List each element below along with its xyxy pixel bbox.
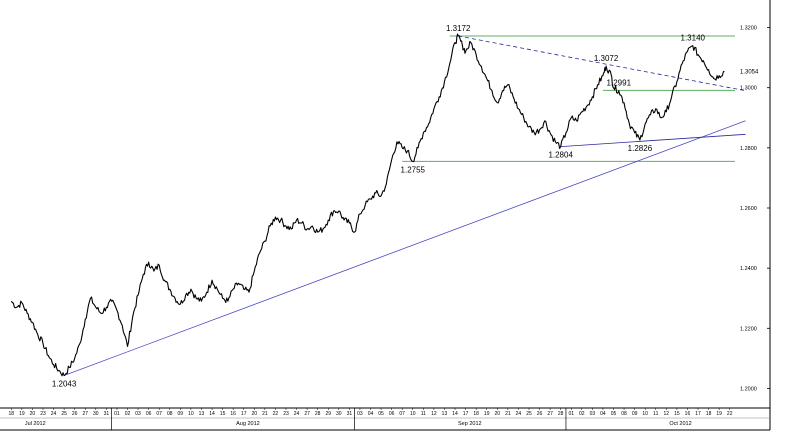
x-tick-label-32: 31 [347, 411, 353, 417]
x-tick-label-44: 18 [473, 411, 479, 417]
x-tick-label-53: 01 [568, 411, 574, 417]
x-tick-label-21: 16 [230, 411, 236, 417]
x-tick-label-12: 03 [135, 411, 141, 417]
x-tick-label-49: 25 [526, 411, 532, 417]
x-tick-label-24: 21 [262, 411, 268, 417]
y-tick-label-4: 1.2800 [740, 146, 757, 152]
x-tick-label-19: 14 [209, 411, 215, 417]
guide-lines-layer [63, 35, 746, 376]
x-tick-label-67: 19 [716, 411, 722, 417]
month-label-3: Oct 2012 [669, 421, 691, 427]
x-tick-label-5: 25 [61, 411, 67, 417]
x-tick-label-51: 27 [547, 411, 553, 417]
x-tick-label-48: 24 [516, 411, 522, 417]
x-tick-label-15: 08 [167, 411, 173, 417]
price-line-0 [10, 33, 725, 377]
y-tick-label-2: 1.2400 [740, 266, 757, 272]
x-tick-label-10: 01 [114, 411, 120, 417]
x-tick-label-16: 09 [178, 411, 184, 417]
annotation-label-4: 1.3072 [594, 54, 619, 63]
x-tick-label-8: 30 [93, 411, 99, 417]
x-tick-label-17: 10 [188, 411, 194, 417]
x-tick-label-47: 21 [505, 411, 511, 417]
x-tick-label-11: 02 [125, 411, 131, 417]
x-tick-label-35: 05 [378, 411, 384, 417]
y-tick-label-6: 1.3200 [740, 26, 757, 32]
x-tick-label-45: 19 [484, 411, 490, 417]
x-tick-label-7: 27 [82, 411, 88, 417]
x-tick-label-31: 30 [336, 411, 342, 417]
annotation-label-0: 1.2043 [52, 380, 77, 389]
x-tick-label-62: 12 [664, 411, 670, 417]
price-series-layer [10, 33, 725, 377]
x-tick-label-52: 28 [558, 411, 564, 417]
x-tick-label-36: 06 [389, 411, 395, 417]
month-label-0: Jul 2012 [25, 421, 46, 427]
x-tick-label-34: 04 [368, 411, 374, 417]
annotation-label-2: 1.3172 [446, 24, 471, 33]
x-tick-label-26: 23 [283, 411, 289, 417]
x-tick-label-55: 03 [590, 411, 596, 417]
x-tick-label-38: 10 [410, 411, 416, 417]
x-tick-label-39: 11 [421, 411, 426, 417]
x-tick-label-0: 18 [9, 411, 15, 417]
x-tick-label-14: 07 [156, 411, 162, 417]
annotation-label-3: 1.2804 [548, 151, 573, 160]
x-tick-label-61: 11 [653, 411, 658, 417]
annotation-label-7: 1.3140 [681, 34, 706, 43]
y-tick-label-1: 1.2200 [740, 326, 757, 332]
x-tick-label-27: 24 [294, 411, 300, 417]
x-tick-label-50: 26 [537, 411, 543, 417]
x-tick-label-41: 13 [442, 411, 448, 417]
x-tick-label-63: 15 [674, 411, 680, 417]
x-tick-label-9: 31 [104, 411, 110, 417]
annotation-label-5: 1.2991 [607, 78, 632, 87]
annotation-labels-layer: 1.2043 1.2755 1.3172 1.2804 1.3072 1.2991 1.28… [52, 24, 706, 389]
x-tick-label-37: 07 [399, 411, 405, 417]
x-tick-label-13: 06 [146, 411, 152, 417]
x-tick-label-60: 10 [642, 411, 648, 417]
x-tick-label-6: 26 [72, 411, 78, 417]
x-tick-label-28: 27 [304, 411, 310, 417]
x-tick-label-56: 04 [600, 411, 606, 417]
y-tick-label-3: 1.2600 [740, 206, 757, 212]
x-tick-label-46: 20 [495, 411, 501, 417]
x-tick-label-30: 29 [325, 411, 331, 417]
x-tick-label-3: 23 [40, 411, 46, 417]
annotation-label-1: 1.2755 [401, 165, 426, 174]
trendline-0 [63, 120, 746, 376]
x-tick-label-42: 14 [452, 411, 458, 417]
y-tick-label-5: 1.3000 [740, 86, 757, 92]
x-tick-label-43: 17 [463, 411, 469, 417]
x-tick-label-33: 03 [357, 411, 363, 417]
x-tick-label-18: 13 [199, 411, 205, 417]
x-tick-label-66: 18 [706, 411, 712, 417]
x-tick-label-20: 15 [220, 411, 226, 417]
month-label-1: Aug 2012 [236, 421, 260, 427]
x-tick-label-65: 17 [695, 411, 701, 417]
annotation-label-6: 1.2826 [628, 144, 653, 153]
x-tick-label-23: 20 [252, 411, 258, 417]
current-value-label: 1.3054 [740, 69, 759, 75]
x-tick-label-59: 09 [632, 411, 638, 417]
x-tick-label-1: 19 [19, 411, 25, 417]
x-tick-label-64: 16 [685, 411, 691, 417]
trendline-1 [560, 133, 746, 148]
x-tick-label-68: 22 [727, 411, 733, 417]
x-tick-label-29: 28 [315, 411, 321, 417]
x-tick-label-25: 22 [273, 411, 279, 417]
x-tick-label-54: 02 [579, 411, 585, 417]
month-label-2: Sep 2012 [458, 421, 482, 427]
x-tick-label-40: 12 [431, 411, 437, 417]
x-tick-label-57: 05 [611, 411, 617, 417]
x-tick-label-4: 24 [51, 411, 57, 417]
y-tick-label-0: 1.2000 [740, 386, 757, 392]
x-tick-label-2: 20 [30, 411, 36, 417]
x-tick-label-22: 17 [241, 411, 247, 417]
x-tick-label-58: 08 [621, 411, 627, 417]
axes-layer: 1.2000 1.2200 1.2400 1.2600 1.2800 1.3000 1.32… [0, 0, 771, 431]
